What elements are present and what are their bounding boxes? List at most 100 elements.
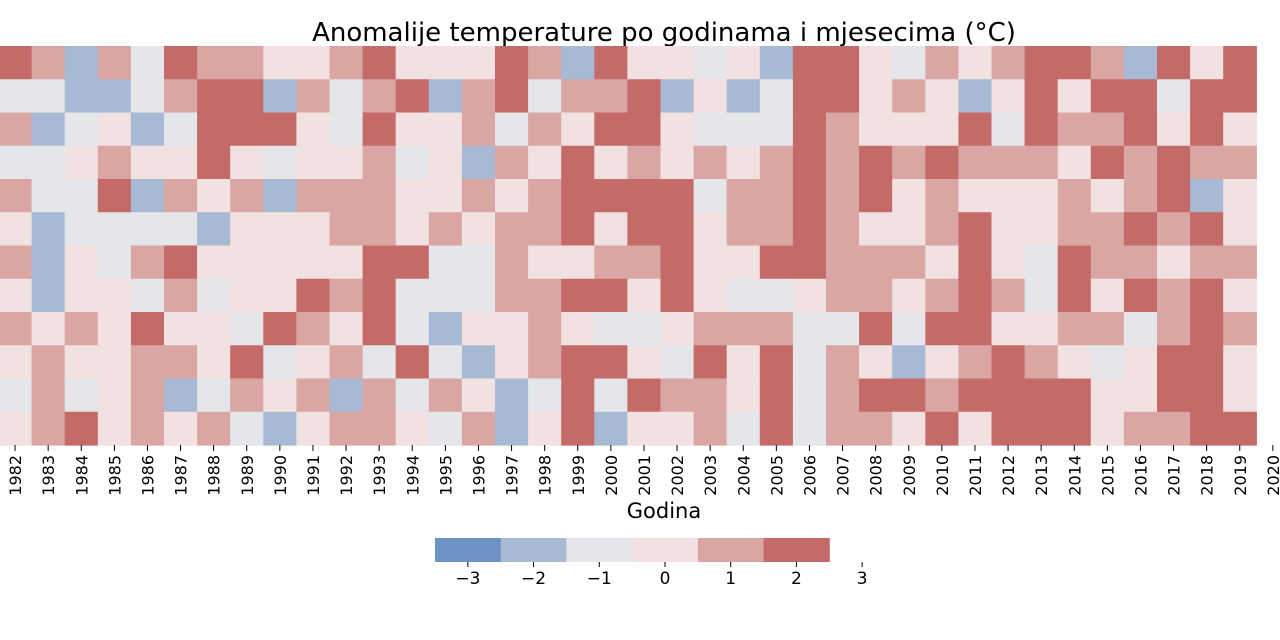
x-tick-label: 2012 bbox=[999, 455, 1018, 496]
heatmap-cell bbox=[792, 411, 827, 446]
heatmap-cell bbox=[561, 46, 595, 80]
heatmap-cell bbox=[329, 179, 364, 213]
heatmap-cell bbox=[561, 278, 595, 313]
heatmap-cell bbox=[1190, 212, 1224, 247]
heatmap-cell bbox=[97, 378, 132, 413]
heatmap-cell bbox=[64, 79, 99, 114]
heatmap-cell bbox=[660, 46, 695, 80]
heatmap-cell bbox=[792, 46, 827, 80]
heatmap-cell bbox=[958, 179, 993, 213]
x-tick-label: 1996 bbox=[469, 455, 488, 496]
x-tick-label: 2015 bbox=[1098, 455, 1117, 496]
heatmap-cell bbox=[726, 212, 761, 247]
heatmap-cell bbox=[263, 46, 297, 80]
heatmap-cell bbox=[594, 278, 628, 313]
heatmap-cell bbox=[594, 79, 628, 114]
heatmap-cell bbox=[97, 179, 132, 213]
heatmap-cell bbox=[329, 411, 364, 446]
heatmap-cell bbox=[395, 378, 430, 413]
heatmap-cell bbox=[1024, 112, 1059, 147]
heatmap-cell bbox=[395, 345, 430, 380]
heatmap-cell bbox=[759, 179, 794, 213]
heatmap-cell bbox=[1123, 79, 1158, 114]
heatmap-cell bbox=[296, 278, 331, 313]
x-tick-label: 2006 bbox=[800, 455, 819, 496]
heatmap-cell bbox=[991, 378, 1026, 413]
heatmap-cell bbox=[164, 411, 198, 446]
heatmap-cell bbox=[197, 179, 231, 213]
x-tick-label: 1997 bbox=[503, 455, 522, 496]
heatmap-cell bbox=[1157, 312, 1191, 346]
heatmap-cell bbox=[528, 411, 562, 446]
x-tick-label: 1986 bbox=[138, 455, 157, 496]
heatmap-cell bbox=[726, 145, 761, 180]
x-tick-label: 1987 bbox=[172, 455, 191, 496]
heatmap-cell bbox=[0, 411, 33, 446]
heatmap-cell bbox=[561, 245, 595, 280]
heatmap-cell bbox=[792, 345, 827, 380]
heatmap-cell bbox=[197, 79, 231, 114]
x-tick-label: 2016 bbox=[1131, 455, 1150, 496]
heatmap-cell bbox=[991, 79, 1026, 114]
heatmap-cell bbox=[627, 245, 662, 280]
heatmap-cell bbox=[693, 278, 728, 313]
heatmap-cell bbox=[31, 46, 66, 80]
heatmap-cell bbox=[627, 411, 662, 446]
heatmap-cell bbox=[528, 312, 562, 346]
heatmap-cell bbox=[859, 179, 893, 213]
heatmap-cell bbox=[64, 212, 99, 247]
heatmap-cell bbox=[561, 112, 595, 147]
heatmap-cell bbox=[461, 312, 496, 346]
heatmap-cell bbox=[1090, 145, 1125, 180]
heatmap-cell bbox=[31, 411, 66, 446]
heatmap-cell bbox=[461, 212, 496, 247]
heatmap-cell bbox=[329, 112, 364, 147]
heatmap-cell bbox=[660, 179, 695, 213]
heatmap-cell bbox=[296, 112, 331, 147]
heatmap-cell bbox=[759, 345, 794, 380]
heatmap-cell bbox=[693, 378, 728, 413]
heatmap-cell bbox=[64, 312, 99, 346]
heatmap-cell bbox=[1123, 179, 1158, 213]
heatmap-cell bbox=[1024, 145, 1059, 180]
heatmap-cell bbox=[130, 345, 165, 380]
heatmap-cell bbox=[1057, 345, 1092, 380]
heatmap-cell bbox=[362, 179, 397, 213]
heatmap-cell bbox=[693, 212, 728, 247]
heatmap-cell bbox=[792, 212, 827, 247]
heatmap-cell bbox=[1123, 46, 1158, 80]
heatmap-cell bbox=[296, 345, 331, 380]
heatmap-cell bbox=[792, 179, 827, 213]
heatmap-cell bbox=[1090, 378, 1125, 413]
heatmap-cell bbox=[1223, 312, 1257, 346]
heatmap-cell bbox=[197, 345, 231, 380]
heatmap-cell bbox=[97, 145, 132, 180]
heatmap-cell bbox=[395, 245, 430, 280]
x-tick-label: 1988 bbox=[205, 455, 224, 496]
heatmap-cell bbox=[660, 312, 695, 346]
heatmap-cell bbox=[1157, 145, 1191, 180]
heatmap-cell bbox=[31, 312, 66, 346]
x-tick-label: 1985 bbox=[105, 455, 124, 496]
x-tick-label: 2017 bbox=[1165, 455, 1184, 496]
heatmap-cell bbox=[627, 345, 662, 380]
heatmap-cell bbox=[130, 312, 165, 346]
heatmap-cell bbox=[1157, 112, 1191, 147]
heatmap-cell bbox=[1090, 46, 1125, 80]
heatmap-cell bbox=[759, 278, 794, 313]
heatmap-cell bbox=[925, 245, 959, 280]
heatmap-cell bbox=[1123, 278, 1158, 313]
heatmap-cell bbox=[958, 46, 993, 80]
colorbar-tick-label: −1 bbox=[587, 569, 612, 589]
heatmap-cell bbox=[925, 345, 959, 380]
heatmap-cell bbox=[230, 212, 264, 247]
heatmap-cell bbox=[461, 345, 496, 380]
heatmap-cell bbox=[395, 145, 430, 180]
heatmap-cell bbox=[495, 79, 529, 114]
heatmap-cell bbox=[461, 112, 496, 147]
heatmap-cell bbox=[296, 79, 331, 114]
heatmap-cell bbox=[1157, 278, 1191, 313]
heatmap-cell bbox=[197, 278, 231, 313]
heatmap-cell bbox=[395, 212, 430, 247]
heatmap-cell bbox=[594, 345, 628, 380]
